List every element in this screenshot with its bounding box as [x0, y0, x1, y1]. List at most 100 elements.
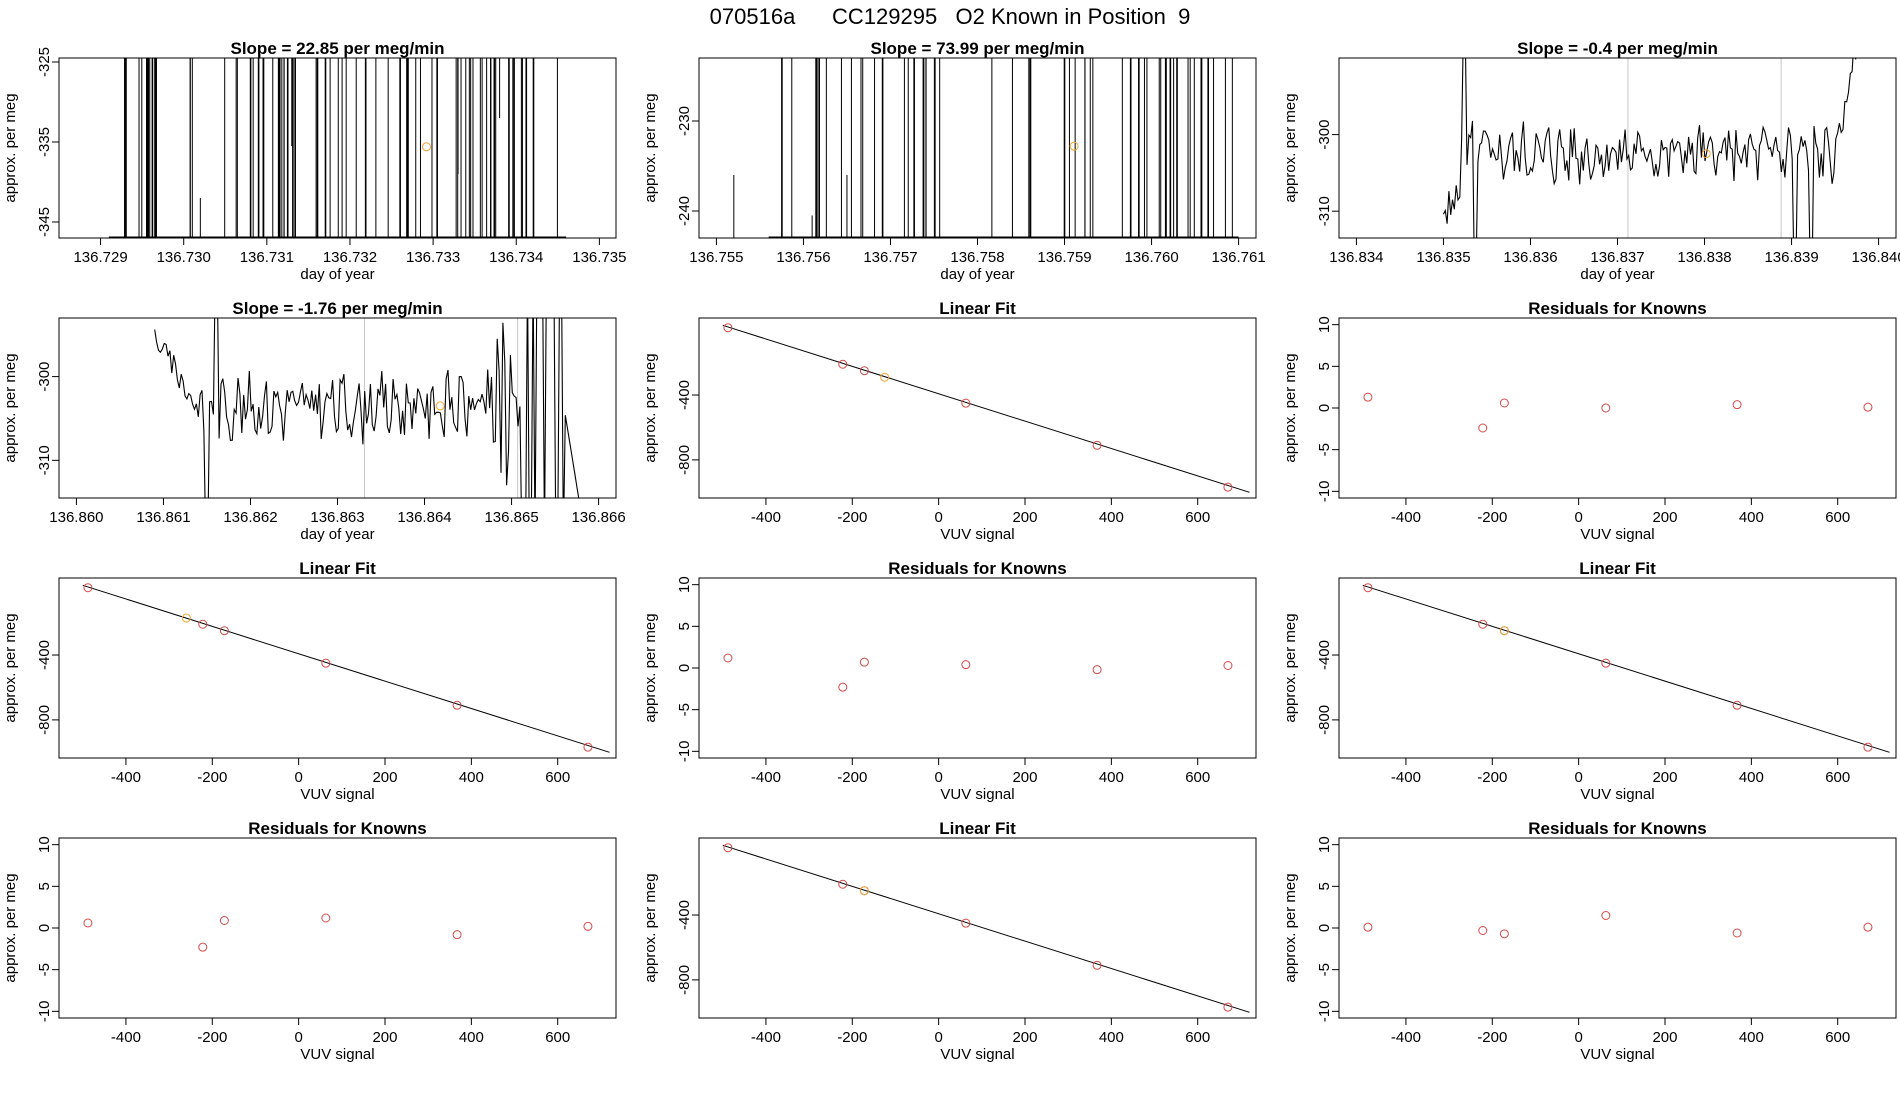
x-axis-label: day of year	[1580, 266, 1654, 283]
x-tick-label: 136.837	[1590, 249, 1644, 266]
known-point	[1363, 922, 1373, 932]
known-point	[321, 658, 331, 668]
x-tick-label: 136.839	[1764, 249, 1818, 266]
x-tick-label: -200	[1477, 509, 1507, 526]
x-tick-label: 136.860	[49, 509, 103, 526]
known-point	[1732, 400, 1742, 410]
x-axis-label: VUV signal	[940, 526, 1014, 543]
y-tick-label: -240	[676, 196, 693, 226]
known-point	[859, 366, 869, 376]
x-tick-label: 600	[1185, 769, 1210, 786]
x-tick-label: 200	[1652, 769, 1677, 786]
panel-4-1	[52, 837, 617, 1025]
y-tick-label: -800	[1316, 705, 1333, 735]
known-point	[1732, 700, 1742, 710]
y-tick-label: -300	[1316, 120, 1333, 150]
plot-data	[722, 843, 1250, 1013]
panel-title: Linear Fit	[939, 299, 1016, 318]
plot-frame	[698, 577, 1257, 759]
y-tick-label: 10	[1316, 836, 1333, 853]
signal-line	[154, 318, 580, 498]
y-axis-label: approx. per meg	[642, 613, 659, 722]
known-point	[1092, 440, 1102, 450]
panel-1-2	[692, 57, 1257, 245]
x-tick-label: 136.756	[776, 249, 830, 266]
x-tick-label: -400	[751, 769, 781, 786]
known-point	[1499, 929, 1509, 939]
x-tick-label: 0	[1574, 509, 1582, 526]
x-tick-label: 0	[1574, 1029, 1582, 1046]
known-point	[961, 918, 971, 928]
x-axis-label: VUV signal	[300, 1046, 374, 1063]
y-axis-label: approx. per meg	[642, 873, 659, 982]
x-tick-label: 600	[1185, 1029, 1210, 1046]
x-axis-label: VUV signal	[300, 786, 374, 803]
x-tick-label: 0	[1574, 769, 1582, 786]
x-tick-label: 136.759	[1037, 249, 1091, 266]
x-axis-label: VUV signal	[1580, 1046, 1654, 1063]
known-point	[1478, 619, 1488, 629]
x-tick-label: -200	[837, 769, 867, 786]
known-point	[198, 619, 208, 629]
panel-title: Linear Fit	[939, 819, 1016, 838]
panel-2-2	[692, 317, 1257, 505]
y-tick-label: -310	[1316, 196, 1333, 226]
x-axis-label: day of year	[940, 266, 1014, 283]
panel-2-1	[52, 317, 617, 505]
y-tick-label: -230	[676, 106, 693, 136]
y-axis-label: approx. per meg	[1282, 613, 1299, 722]
y-tick-label: 5	[1316, 362, 1333, 370]
x-tick-label: 136.835	[1416, 249, 1470, 266]
plot-frame	[698, 837, 1257, 1019]
plot-data	[1363, 911, 1873, 939]
known-point	[961, 398, 971, 408]
x-tick-label: -200	[837, 509, 867, 526]
current-point	[859, 886, 869, 896]
panel-title: Residuals for Knowns	[1528, 819, 1707, 838]
plot-frame	[58, 577, 617, 759]
y-tick-label: -325	[36, 47, 53, 77]
panel-title: Residuals for Knowns	[248, 819, 427, 838]
panel-1-3	[1332, 57, 1897, 245]
x-tick-label: 400	[1739, 509, 1764, 526]
x-tick-label: 200	[1652, 509, 1677, 526]
x-tick-label: 0	[294, 1029, 302, 1046]
fit-line	[722, 324, 1250, 493]
known-point	[723, 843, 733, 853]
y-tick-label: -400	[676, 900, 693, 930]
panel-4-2	[692, 837, 1257, 1025]
known-point	[1601, 911, 1611, 920]
plot-data	[154, 318, 580, 498]
known-point	[1478, 423, 1488, 433]
x-axis-label: VUV signal	[1580, 786, 1654, 803]
x-tick-label: 600	[1825, 1029, 1850, 1046]
known-point	[1223, 1002, 1233, 1012]
x-tick-label: -400	[751, 509, 781, 526]
x-tick-label: 136.734	[489, 249, 543, 266]
panel-2-3	[1332, 317, 1897, 505]
x-tick-label: 200	[1012, 1029, 1037, 1046]
plot-data	[722, 323, 1250, 493]
known-point	[859, 657, 869, 667]
x-tick-label: 0	[934, 1029, 942, 1046]
x-tick-label: 600	[545, 769, 570, 786]
plot-frame	[1338, 837, 1897, 1019]
y-axis-label: approx. per meg	[1282, 873, 1299, 982]
x-axis-label: VUV signal	[940, 786, 1014, 803]
y-axis-label: approx. per meg	[2, 353, 19, 462]
known-point	[1363, 392, 1373, 402]
x-tick-label: -200	[197, 769, 227, 786]
x-tick-label: -200	[1477, 1029, 1507, 1046]
x-tick-label: -200	[197, 1029, 227, 1046]
x-tick-label: 136.733	[406, 249, 460, 266]
plot-frame	[1338, 317, 1897, 499]
plot-frame	[698, 317, 1257, 499]
panel-3-2	[692, 577, 1257, 765]
x-tick-label: 136.758	[950, 249, 1004, 266]
known-point	[1092, 960, 1102, 970]
x-tick-label: 136.866	[571, 509, 625, 526]
x-tick-label: 400	[1099, 769, 1124, 786]
y-tick-label: -5	[36, 963, 53, 976]
fit-line	[1362, 584, 1890, 753]
plot-data	[1442, 58, 1857, 238]
